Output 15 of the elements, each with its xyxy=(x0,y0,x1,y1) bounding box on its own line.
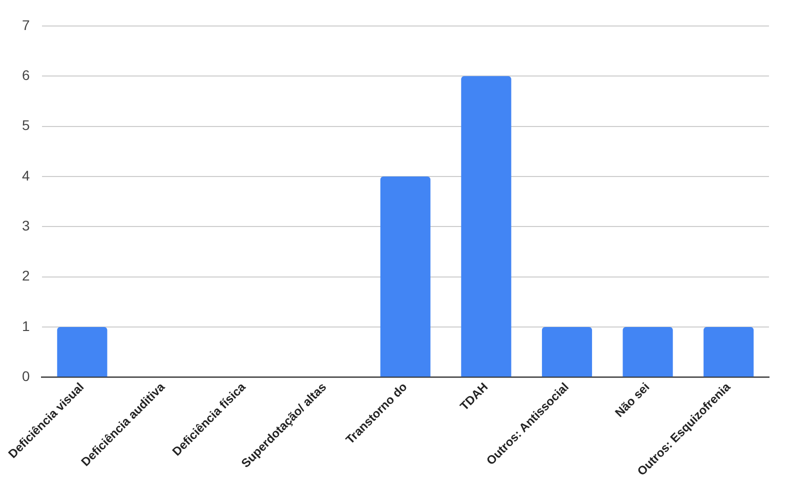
y-tick-label: 3 xyxy=(22,218,30,234)
y-tick-label: 1 xyxy=(22,318,30,334)
y-tick-label: 5 xyxy=(22,117,30,134)
y-tick-label: 2 xyxy=(22,268,30,284)
bar xyxy=(622,327,673,377)
bar xyxy=(542,327,592,377)
bar xyxy=(57,327,108,377)
bar xyxy=(461,76,512,377)
y-tick-label: 7 xyxy=(22,16,30,33)
y-tick-label: 6 xyxy=(22,67,30,84)
y-tick-label: 4 xyxy=(22,167,30,184)
y-tick-label: 0 xyxy=(22,368,30,384)
x-tick-label: Não sei xyxy=(612,380,652,420)
bar xyxy=(380,176,430,377)
bar xyxy=(704,327,754,377)
